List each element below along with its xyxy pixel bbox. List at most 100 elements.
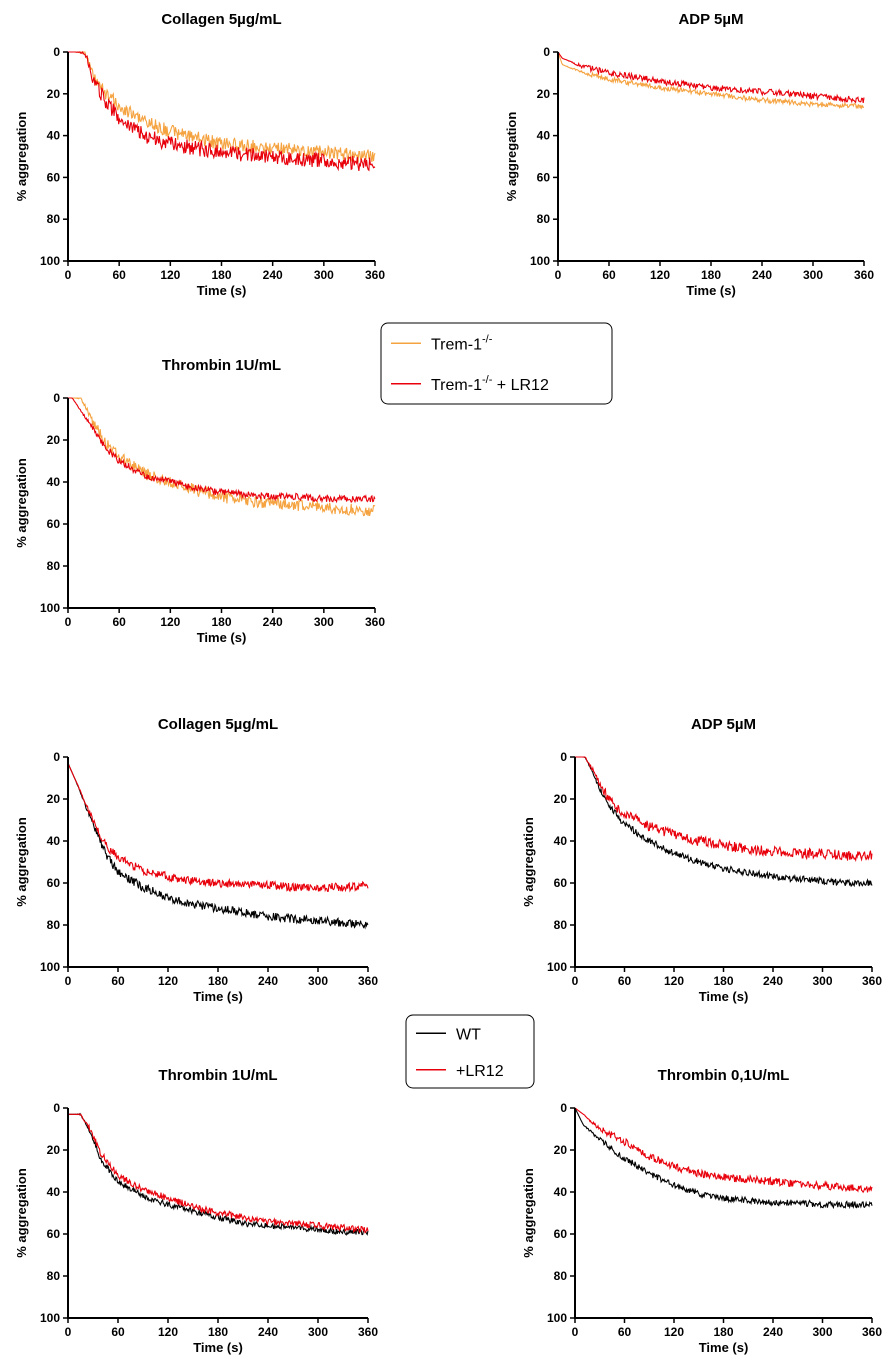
y-tick-label: 100 <box>40 960 60 974</box>
y-tick-label: 40 <box>47 834 61 848</box>
x-axis-label: Time (s) <box>699 989 749 1004</box>
y-tick-label: 60 <box>537 170 551 184</box>
y-tick-label: 60 <box>47 876 61 890</box>
y-tick-label: 80 <box>554 1269 568 1283</box>
x-tick-label: 60 <box>602 268 616 282</box>
y-tick-label: 100 <box>547 960 567 974</box>
legend-label: Trem-1-/- + LR12 <box>431 374 549 394</box>
y-axis-label: % aggregation <box>14 112 29 202</box>
y-tick-label: 100 <box>530 254 550 268</box>
legend-label: WT <box>456 1026 481 1043</box>
x-tick-label: 300 <box>308 1325 328 1339</box>
x-tick-label: 360 <box>862 1325 882 1339</box>
x-tick-label: 120 <box>160 268 180 282</box>
chart-panel-1: Collagen 5µg/mL % aggregation Time (s) 0 20 4… <box>14 11 385 298</box>
series-line-wt <box>575 756 873 888</box>
x-tick-label: 300 <box>308 974 328 988</box>
x-tick-label: 360 <box>862 974 882 988</box>
x-tick-label: 120 <box>158 974 178 988</box>
chart-panel-6: Thrombin 1U/mL % aggregation Time (s) 0 20 40… <box>14 1067 378 1355</box>
chart-panel-7: Thrombin 0,1U/mL % aggregation Time (s) 0 20… <box>521 1067 882 1355</box>
y-tick-label: 20 <box>47 792 61 806</box>
y-tick-label: 80 <box>47 918 61 932</box>
axes-frame <box>67 52 375 262</box>
x-axis-label: Time (s) <box>686 283 736 298</box>
axes-frame <box>67 398 375 609</box>
series-line-trem-1- <box>68 51 376 163</box>
x-tick-label: 180 <box>211 615 231 629</box>
y-tick-label: 60 <box>47 170 61 184</box>
x-tick-label: 0 <box>65 1325 72 1339</box>
x-tick-label: 240 <box>752 268 772 282</box>
y-axis-label: % aggregation <box>14 458 29 548</box>
chart-title: ADP 5µM <box>678 11 743 28</box>
x-tick-label: 180 <box>208 1325 228 1339</box>
series-line-wt <box>574 1107 873 1210</box>
series-line--lr12 <box>68 1113 369 1234</box>
x-tick-label: 360 <box>365 615 385 629</box>
chart-panel-5: ADP 5µM % aggregation Time (s) 0 20 40 60 80 100… <box>521 716 882 1004</box>
y-tick-label: 20 <box>47 1143 61 1157</box>
axes-frame <box>67 757 368 968</box>
chart-title: Thrombin 0,1U/mL <box>658 1067 790 1084</box>
x-tick-label: 180 <box>713 1325 733 1339</box>
axes-frame <box>574 1108 872 1319</box>
x-tick-label: 0 <box>572 1325 579 1339</box>
x-tick-label: 60 <box>111 974 125 988</box>
y-tick-label: 60 <box>554 876 568 890</box>
y-tick-label: 80 <box>47 559 61 573</box>
y-axis-label: % aggregation <box>521 817 536 907</box>
y-tick-label: 80 <box>47 212 61 226</box>
legend-box <box>380 322 613 405</box>
series-line-wt <box>68 1112 369 1236</box>
axes-frame <box>574 757 872 968</box>
x-tick-label: 240 <box>258 1325 278 1339</box>
x-tick-label: 300 <box>812 1325 832 1339</box>
legend-label: +LR12 <box>456 1063 504 1080</box>
y-tick-label: 40 <box>47 129 61 143</box>
y-tick-label: 0 <box>53 1101 60 1115</box>
x-tick-label: 300 <box>803 268 823 282</box>
x-tick-label: 360 <box>365 268 385 282</box>
y-tick-label: 20 <box>554 792 568 806</box>
y-tick-label: 60 <box>554 1227 568 1241</box>
x-tick-label: 240 <box>263 268 283 282</box>
y-tick-label: 0 <box>53 45 60 59</box>
x-tick-label: 180 <box>701 268 721 282</box>
x-tick-label: 180 <box>713 974 733 988</box>
series-line-trem-1-lr12 <box>557 51 865 104</box>
x-tick-label: 240 <box>763 1325 783 1339</box>
y-tick-label: 20 <box>537 87 551 101</box>
x-axis-label: Time (s) <box>197 630 247 645</box>
x-tick-label: 120 <box>160 615 180 629</box>
chart-title: Collagen 5µg/mL <box>161 11 281 28</box>
x-tick-label: 0 <box>65 974 72 988</box>
x-tick-label: 60 <box>618 974 632 988</box>
y-tick-label: 0 <box>560 750 567 764</box>
x-tick-label: 120 <box>664 1325 684 1339</box>
chart-title: ADP 5µM <box>691 716 756 733</box>
x-axis-label: Time (s) <box>699 1340 749 1355</box>
x-tick-label: 120 <box>650 268 670 282</box>
y-tick-label: 60 <box>47 517 61 531</box>
y-tick-label: 20 <box>554 1143 568 1157</box>
y-tick-label: 20 <box>47 87 61 101</box>
x-tick-label: 0 <box>572 974 579 988</box>
series-line--lr12 <box>67 763 369 893</box>
y-axis-label: % aggregation <box>504 112 519 202</box>
y-tick-label: 40 <box>47 475 61 489</box>
x-tick-label: 360 <box>358 974 378 988</box>
y-tick-label: 80 <box>47 1269 61 1283</box>
y-tick-label: 0 <box>560 1101 567 1115</box>
x-axis-label: Time (s) <box>193 989 243 1004</box>
x-tick-label: 300 <box>314 268 334 282</box>
series-line--lr12 <box>575 756 873 863</box>
y-tick-label: 0 <box>53 391 60 405</box>
y-axis-label: % aggregation <box>14 1168 29 1258</box>
y-tick-label: 100 <box>40 1311 60 1325</box>
chart-title: Thrombin 1U/mL <box>162 357 281 374</box>
x-tick-label: 120 <box>664 974 684 988</box>
x-tick-label: 60 <box>111 1325 125 1339</box>
x-tick-label: 300 <box>314 615 334 629</box>
y-tick-label: 100 <box>40 254 60 268</box>
